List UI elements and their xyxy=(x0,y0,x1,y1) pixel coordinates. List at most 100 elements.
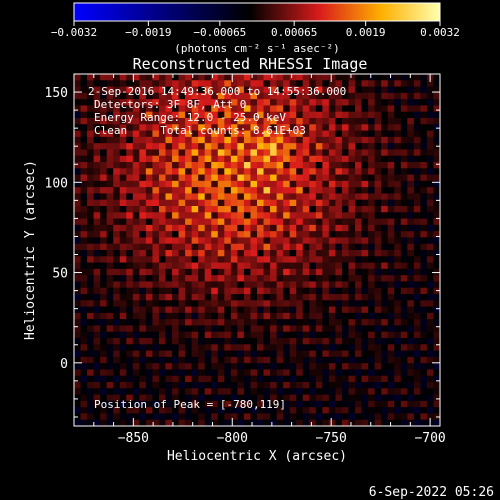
image-cell xyxy=(185,300,193,307)
image-cell xyxy=(315,212,323,219)
image-cell xyxy=(328,118,336,125)
image-cell xyxy=(361,180,369,188)
image-cell xyxy=(335,413,343,421)
image-cell xyxy=(132,356,140,364)
image-cell xyxy=(250,130,258,138)
image-cell xyxy=(387,350,395,358)
image-cell xyxy=(237,300,245,307)
image-cell xyxy=(257,256,264,263)
image-cell xyxy=(178,149,186,157)
image-cell xyxy=(433,300,440,307)
image-cell xyxy=(139,124,147,131)
image-cell xyxy=(387,193,395,201)
image-cell xyxy=(217,369,225,377)
image-cell xyxy=(296,231,304,238)
image-cell xyxy=(132,407,140,414)
image-cell xyxy=(100,86,108,94)
image-cell xyxy=(420,86,428,94)
image-cell xyxy=(335,394,343,402)
image-cell xyxy=(361,86,369,94)
image-cell xyxy=(230,199,238,207)
image-cell xyxy=(335,86,343,94)
image-cell xyxy=(139,281,147,289)
image-cell xyxy=(289,118,297,125)
image-cell xyxy=(237,256,245,263)
image-cell xyxy=(257,250,264,257)
image-cell xyxy=(355,187,362,194)
image-cell xyxy=(361,105,369,113)
image-cell xyxy=(374,174,382,182)
image-cell xyxy=(145,168,153,175)
image-cell xyxy=(152,350,160,358)
image-cell xyxy=(289,363,297,370)
image-cell xyxy=(198,180,206,188)
image-cell xyxy=(296,312,304,320)
image-cell xyxy=(348,124,356,131)
image-cell xyxy=(145,382,153,389)
image-cell xyxy=(374,407,382,414)
image-cell xyxy=(158,407,166,414)
image-cell xyxy=(407,363,415,370)
image-cell xyxy=(172,338,179,345)
image-cell xyxy=(93,275,101,282)
image-cell xyxy=(145,218,153,226)
image-cell xyxy=(217,306,225,314)
image-cell xyxy=(211,394,219,402)
image-cell xyxy=(374,394,382,402)
image-cell xyxy=(93,319,101,326)
image-cell xyxy=(132,237,140,245)
image-cell xyxy=(302,294,310,301)
image-cell xyxy=(413,124,421,131)
image-cell xyxy=(263,256,271,263)
image-cell xyxy=(276,250,284,257)
image-cell xyxy=(400,250,408,257)
image-cell xyxy=(289,143,297,150)
image-cell xyxy=(172,294,179,301)
image-cell xyxy=(152,281,160,289)
image-cell xyxy=(172,212,179,219)
image-cell xyxy=(355,212,362,219)
image-cell xyxy=(172,388,179,395)
image-cell xyxy=(348,287,356,295)
image-cell xyxy=(152,99,160,106)
image-cell xyxy=(100,419,108,426)
image-cell xyxy=(172,356,179,364)
image-cell xyxy=(139,99,147,106)
image-cell xyxy=(335,388,343,395)
image-cell xyxy=(335,193,343,201)
image-cell xyxy=(185,413,193,421)
image-cell xyxy=(87,124,95,131)
image-cell xyxy=(178,155,186,163)
image-cell xyxy=(132,413,140,421)
image-cell xyxy=(126,74,134,81)
image-cell xyxy=(276,74,284,81)
image-cell xyxy=(139,287,147,295)
image-cell xyxy=(257,92,264,100)
image-cell xyxy=(335,369,343,377)
image-cell xyxy=(145,206,153,213)
image-cell xyxy=(74,130,81,138)
image-cell xyxy=(420,193,428,201)
image-cell xyxy=(119,306,127,314)
image-cell xyxy=(374,388,382,395)
image-cell xyxy=(302,281,310,289)
image-cell xyxy=(237,237,245,245)
image-cell xyxy=(113,350,121,358)
image-cell xyxy=(113,231,121,238)
image-cell xyxy=(315,199,323,207)
image-cell xyxy=(289,300,297,307)
image-cell xyxy=(217,174,225,182)
image-cell xyxy=(132,369,140,377)
image-cell xyxy=(74,281,81,289)
image-cell xyxy=(361,118,369,125)
image-cell xyxy=(139,312,147,320)
image-cell xyxy=(257,111,264,119)
image-cell xyxy=(433,319,440,326)
image-cell xyxy=(230,212,238,219)
image-cell xyxy=(315,243,323,251)
image-cell xyxy=(172,218,179,226)
image-cell xyxy=(106,375,114,383)
image-cell xyxy=(237,294,245,301)
image-cell xyxy=(165,350,173,358)
image-cell xyxy=(126,180,134,188)
